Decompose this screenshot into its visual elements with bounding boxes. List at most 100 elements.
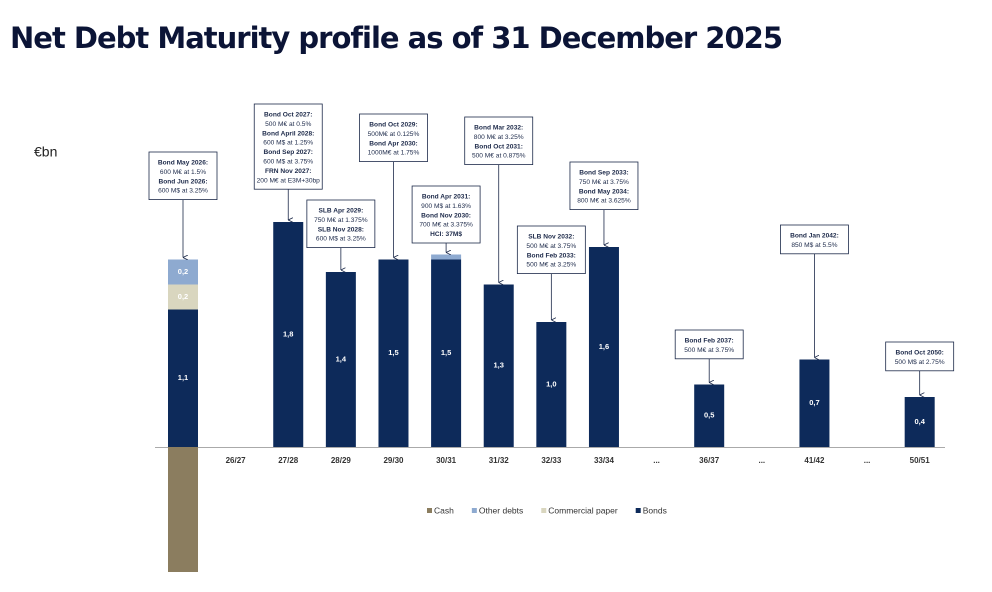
callout-box xyxy=(516,225,586,274)
x-tick-label: 28/29 xyxy=(331,456,352,465)
x-tick-label: 30/31 xyxy=(436,456,457,465)
callout-box xyxy=(359,113,428,162)
x-tick-label: 32/33 xyxy=(541,456,562,465)
bar-segment xyxy=(378,259,409,447)
bar-segment xyxy=(325,272,356,447)
callout-text: Bond Feb 2033: xyxy=(527,252,576,259)
callout-text: FRN Nov 2027: xyxy=(265,168,312,175)
x-tick-label: 26/27 xyxy=(226,456,247,465)
bar-segment xyxy=(588,247,619,447)
legend-label: Other debts xyxy=(479,505,523,515)
value-label: 1,0 xyxy=(546,379,556,388)
callout-box xyxy=(253,103,323,190)
callout-text: Bond Apr 2030: xyxy=(369,140,417,147)
legend-label: Bonds xyxy=(643,505,667,515)
callout-text: HCI: 37M$ xyxy=(430,231,462,238)
callout-box xyxy=(464,116,534,165)
x-tick-label: 33/34 xyxy=(594,456,615,465)
bar-segment xyxy=(694,384,725,447)
value-label: 1,8 xyxy=(283,329,293,338)
bar-segment xyxy=(536,322,567,447)
value-label: 0,2 xyxy=(178,292,188,301)
callout-text: Bond Oct 2027: xyxy=(264,111,312,118)
bar-segment xyxy=(431,259,462,447)
callout-box xyxy=(674,329,744,360)
callout-text: Bond Apr 2031: xyxy=(422,193,470,200)
bar-segment xyxy=(168,284,198,310)
callout-text: 700 M€ at 3.375% xyxy=(419,222,473,229)
x-tick-label: ... xyxy=(864,456,871,465)
chart-title: Net Debt Maturity profile as of 31 Decem… xyxy=(10,21,782,55)
callout-text: 200 M€ at E3M+30bp xyxy=(257,177,321,184)
callout-text: 850 M$ at 5.5% xyxy=(791,242,837,249)
bar-segment xyxy=(168,259,198,285)
value-label: 0,5 xyxy=(704,411,714,420)
callout-text: 600 M$ at 3.25% xyxy=(158,188,208,195)
callout-text: Bond Nov 2030: xyxy=(421,212,471,219)
callout-text: SLB Nov 2028: xyxy=(318,226,364,233)
x-tick-label: 50/51 xyxy=(910,456,931,465)
bar-segment xyxy=(431,254,462,260)
value-label: 0,4 xyxy=(914,417,925,426)
bar-segment xyxy=(483,284,514,447)
callout-text: Bond Sep 2033: xyxy=(579,169,628,176)
legend-label: Cash xyxy=(434,505,454,515)
callout-text: 600 M€ at 1.5% xyxy=(160,169,206,176)
callout-text: 500 M€ at 3.75% xyxy=(526,243,576,250)
value-label: 1,5 xyxy=(388,348,398,357)
bar-segment xyxy=(168,309,198,447)
value-label: 1,3 xyxy=(494,361,504,370)
legend-label: Commercial paper xyxy=(548,505,618,515)
x-tick-label: 36/37 xyxy=(699,456,720,465)
value-label: 1,1 xyxy=(178,373,188,382)
callout-box xyxy=(569,161,639,210)
callout-box xyxy=(780,224,849,255)
value-label: 0,2 xyxy=(178,267,188,276)
x-tick-label: 31/32 xyxy=(489,456,510,465)
callout-text: 600 M$ at 3.75% xyxy=(263,158,313,165)
callout-text: Bond Mar 2032: xyxy=(474,124,523,131)
legend-swatch xyxy=(541,508,547,513)
callout-text: Bond Oct 2031: xyxy=(475,143,523,150)
callout-text: SLB Apr 2029: xyxy=(318,207,363,214)
legend-swatch xyxy=(471,508,477,513)
x-tick-label: ... xyxy=(653,456,660,465)
callout-text: 800 M€ at 3.625% xyxy=(577,198,631,205)
legend-swatch xyxy=(635,508,641,513)
callout-text: 600 M$ at 1.25% xyxy=(263,140,313,147)
callout-text: Bond Jan 2042: xyxy=(790,232,839,239)
bar-segment xyxy=(273,222,304,447)
value-label: 0,7 xyxy=(809,398,819,407)
callout-text: 600 M$ at 3.25% xyxy=(316,236,366,243)
callout-text: Bond May 2034: xyxy=(579,188,629,195)
callout-text: 500M€ at 0.125% xyxy=(368,131,420,138)
callout-text: 500 M$ at 2.75% xyxy=(895,359,945,366)
bar-segment xyxy=(168,447,198,572)
callout-box xyxy=(148,151,218,200)
callout-text: 500 M€ at 0.5% xyxy=(265,121,311,128)
x-tick-label: 41/42 xyxy=(804,456,825,465)
callout-text: Bond Oct 2050: xyxy=(895,349,943,356)
value-label: 1,5 xyxy=(441,348,451,357)
value-label: 1,6 xyxy=(599,342,609,351)
unit-label: €bn xyxy=(34,144,57,160)
x-tick-label: ... xyxy=(758,456,765,465)
callout-text: Bond Oct 2029: xyxy=(369,121,417,128)
value-label: 1,4 xyxy=(336,354,347,363)
callout-text: 500 M€ at 3.25% xyxy=(526,262,576,269)
callout-box xyxy=(411,185,481,244)
callout-text: 500 M€ at 3.75% xyxy=(684,347,734,354)
callout-box xyxy=(885,341,955,372)
callout-text: Bond Feb 2037: xyxy=(685,337,734,344)
callout-text: Bond Jun 2026: xyxy=(158,178,207,185)
callout-text: 800 M€ at 3.25% xyxy=(474,134,524,141)
callout-text: 900 M$ at 1.63% xyxy=(421,203,471,210)
callout-text: 1000M€ at 1.75% xyxy=(368,150,420,157)
callout-text: Bond Sep 2027: xyxy=(264,149,313,156)
callout-text: Bond April 2028: xyxy=(262,130,314,137)
callout-text: 750 M€ at 1.375% xyxy=(314,217,368,224)
bar-segment xyxy=(904,397,935,447)
bar-segment xyxy=(799,359,830,447)
callout-text: 500 M€ at 0.875% xyxy=(472,153,526,160)
x-tick-label: 27/28 xyxy=(278,456,299,465)
